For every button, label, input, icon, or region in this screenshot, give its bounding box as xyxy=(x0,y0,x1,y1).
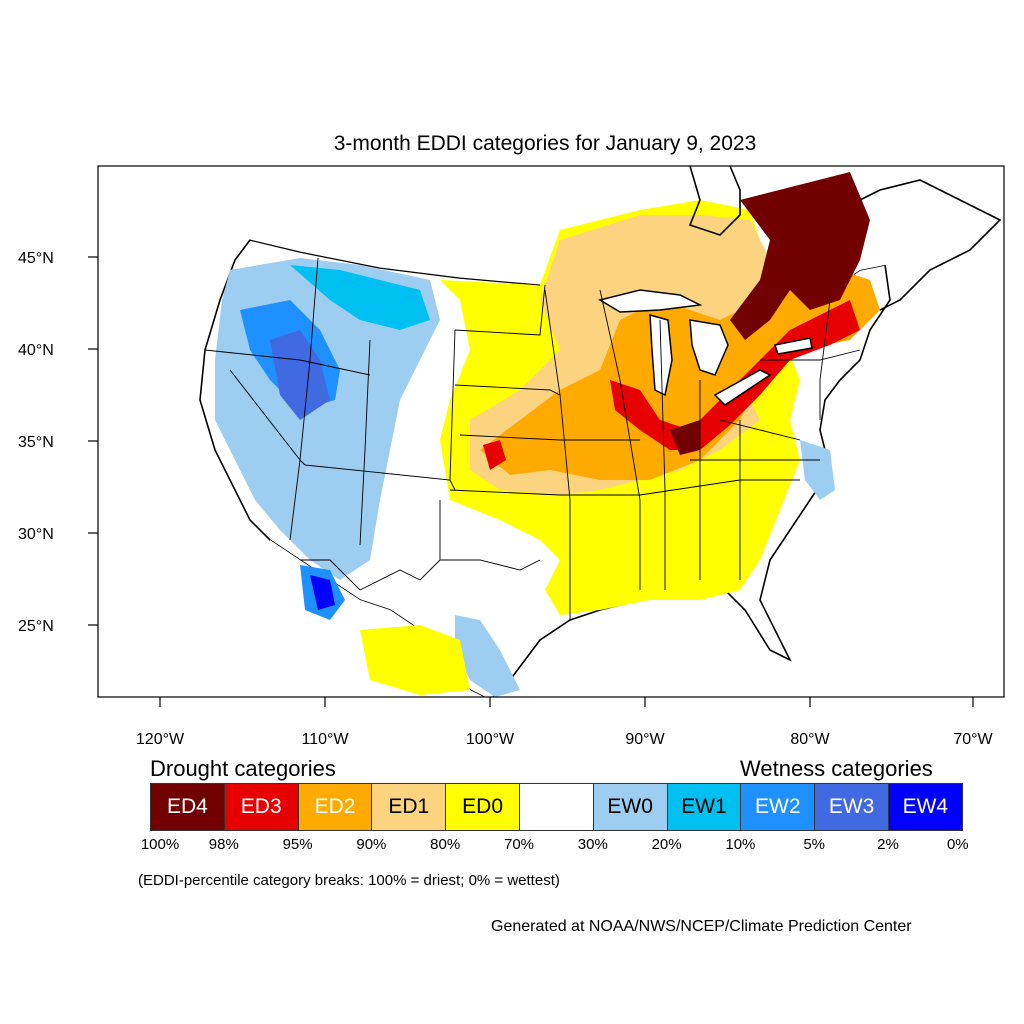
wet-area-ew4 xyxy=(310,575,335,610)
legend-category-box xyxy=(518,783,593,831)
percentile-label: 30% xyxy=(577,836,608,853)
percentile-label: 2% xyxy=(877,836,899,853)
wetness-heading: Wetness categories xyxy=(740,756,933,781)
percentile-label: 100% xyxy=(140,836,180,853)
lat-tick-label: 25°N xyxy=(18,618,54,635)
drought-ed4 xyxy=(730,172,870,340)
legend-category-box: EW4 xyxy=(887,783,963,831)
lon-axis xyxy=(159,697,974,707)
drought-ed2 xyxy=(480,270,880,480)
wet-area-texas xyxy=(455,615,520,697)
legend-category-box: ED2 xyxy=(297,783,372,831)
map-title: 3-month EDDI categories for January 9, 2… xyxy=(333,132,757,155)
map-frame xyxy=(97,165,1005,698)
lon-tick-label: 120°W xyxy=(136,731,185,748)
drought-ed4-midwest xyxy=(670,420,700,455)
lat-tick-label: 40°N xyxy=(18,342,54,359)
lon-tick-label: 80°W xyxy=(790,731,830,748)
legend-category-box: ED4 xyxy=(150,783,224,831)
percentile-label: 70% xyxy=(503,836,535,853)
lon-tick-label: 110°W xyxy=(301,731,349,748)
lake-huron xyxy=(689,319,729,376)
percentile-label: 95% xyxy=(282,836,313,853)
credit-line: Generated at NOAA/NWS/NCEP/Climate Predi… xyxy=(491,918,912,935)
legend-category-box: EW2 xyxy=(740,783,815,831)
legend-color-bar: ED4 ED3 ED2 ED1 ED0 EW0 EW1 EW2 EW3 EW4 xyxy=(150,783,963,831)
state-boundaries xyxy=(204,239,861,620)
wet-area-coast-east xyxy=(800,440,835,500)
gulf-st-lawrence-coast xyxy=(859,179,1002,311)
legend-category-box: ED3 xyxy=(223,783,298,831)
lon-tick-label: 70°W xyxy=(953,731,993,748)
wet-area-ew3 xyxy=(270,330,330,420)
lake-erie xyxy=(713,369,772,406)
percentile-label: 80% xyxy=(430,836,461,853)
lat-tick-label: 30°N xyxy=(18,526,54,543)
drought-ed3 xyxy=(610,300,860,450)
lake-superior xyxy=(598,289,703,313)
legend-category-box: ED0 xyxy=(445,783,519,831)
legend-category-box: EW0 xyxy=(592,783,667,831)
lon-tick-label: 100°W xyxy=(466,731,515,748)
percentile-label: 5% xyxy=(803,836,826,853)
drought-ed3-kansas xyxy=(483,440,506,470)
percentile-label: 0% xyxy=(946,836,969,853)
percentile-label: 98% xyxy=(208,836,239,853)
category-note: (EDDI-percentile category breaks: 100% =… xyxy=(138,872,560,889)
percentile-label: 20% xyxy=(651,836,682,853)
hudson-bay-coast xyxy=(688,166,741,236)
percentile-label: 10% xyxy=(725,836,756,853)
legend-category-box: EW3 xyxy=(814,783,888,831)
legend-category-box: EW1 xyxy=(666,783,741,831)
percentile-label: 90% xyxy=(356,836,387,853)
lon-tick-label: 90°W xyxy=(625,731,665,748)
lake-ontario xyxy=(774,337,813,355)
drought-ed0-mexico xyxy=(360,625,470,695)
drought-heading: Drought categories xyxy=(150,756,336,781)
wet-area-ew1 xyxy=(290,265,430,330)
lat-tick-label: 45°N xyxy=(18,250,54,267)
lat-axis xyxy=(88,256,98,626)
legend-category-box: ED1 xyxy=(371,783,446,831)
lat-tick-label: 35°N xyxy=(18,434,54,451)
